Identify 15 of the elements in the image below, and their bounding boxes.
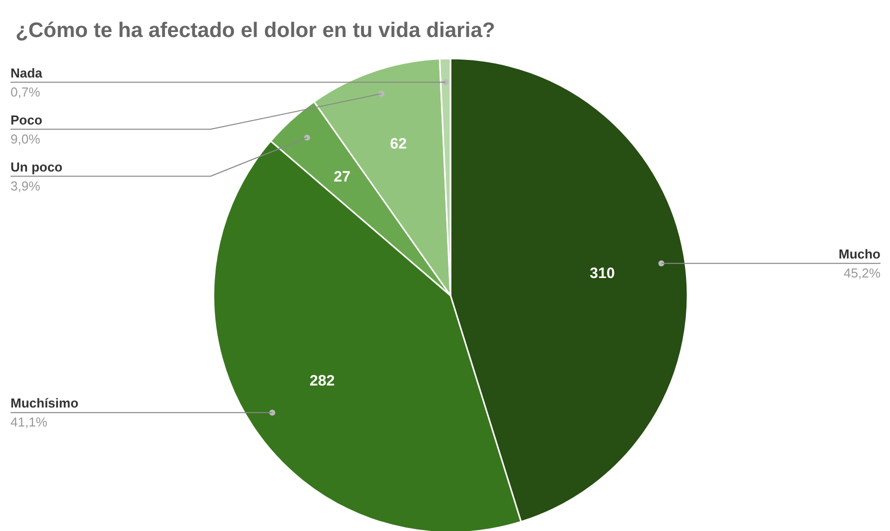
text: 45,2% (844, 265, 881, 280)
text: 9,0% (10, 131, 41, 146)
data-label: 282 (310, 372, 335, 390)
data-label: 310 (590, 264, 615, 282)
text: 3,9% (10, 178, 41, 194)
slice-label: Muchísimo (10, 396, 78, 411)
slice-label: Mucho (838, 246, 881, 262)
slice-label: Un poco (10, 159, 63, 174)
text: 0,7% (10, 84, 41, 100)
data-label: 27 (334, 168, 350, 186)
text: 41,1% (10, 414, 48, 430)
slice-label: Nada (10, 65, 44, 80)
data-label: 62 (390, 136, 407, 153)
chart-title: ¿Cómo te ha afectado el dolor en tu vida diaria? (16, 19, 496, 42)
slice-label: Poco (10, 112, 42, 128)
